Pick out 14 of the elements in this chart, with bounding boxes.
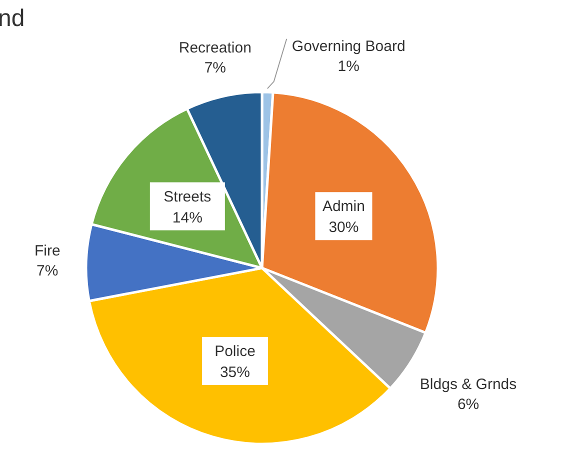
slice-label: Streets (164, 188, 212, 206)
slice-label: Bldgs & Grnds (420, 376, 517, 394)
data-label: 1% (338, 58, 360, 75)
slice-label: Governing Board (292, 38, 406, 55)
data-label: 30% (328, 219, 359, 236)
data-label: 7% (204, 59, 226, 76)
data-label: 35% (220, 364, 250, 381)
slice-label: Recreation (178, 39, 252, 56)
slice-label: Police (214, 342, 256, 360)
data-label: 6% (457, 396, 480, 414)
data-label: 7% (36, 262, 58, 280)
slice-label: Fire (34, 242, 60, 260)
data-label: 14% (172, 209, 202, 226)
slice-label: Admin (322, 198, 365, 216)
